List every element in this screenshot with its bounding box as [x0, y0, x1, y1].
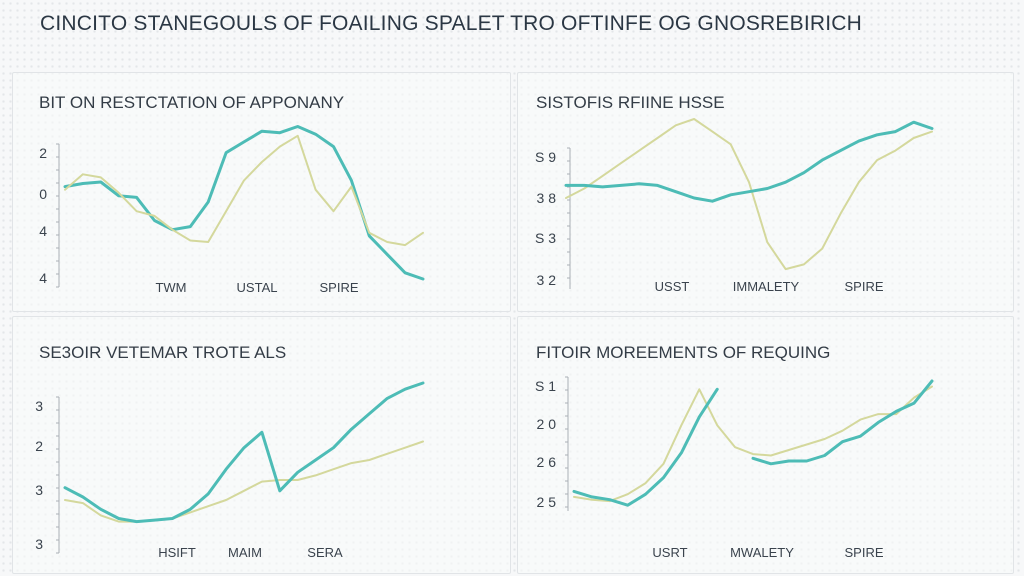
series-line-yellow: [573, 385, 933, 503]
chart-title: SE3OIR VETEMAR TROTE ALS: [39, 343, 287, 362]
line-chart: S 9 3 8 S 3 3 2 USST IMMALETY SPIRE: [535, 118, 934, 294]
y-tick-label: 3: [35, 482, 43, 498]
y-tick-label: 2 6: [537, 454, 557, 470]
y-tick-label: 4: [39, 223, 47, 239]
line-chart: 2 0 4 4 TWM USTAL SPIRE: [39, 125, 425, 295]
series-line-teal: [63, 125, 425, 281]
y-tick-label: 2: [39, 145, 47, 161]
y-tick-label: 3: [35, 536, 43, 552]
y-tick-label: S 3: [535, 230, 556, 246]
series-line-teal: [572, 379, 934, 507]
y-tick-label: 2: [35, 438, 43, 454]
series-line-teal: [63, 381, 425, 524]
x-tick-label: SPIRE: [844, 545, 883, 560]
y-tick-label: S 9: [535, 149, 556, 165]
chart-title: SISTOFIS RFIINE HSSE: [536, 93, 725, 112]
series-line-yellow: [64, 134, 424, 247]
y-tick-label: 2 0: [537, 416, 557, 432]
x-tick-label: IMMALETY: [733, 279, 800, 294]
x-tick-label: SPIRE: [319, 280, 358, 295]
y-tick-label: S 1: [535, 378, 556, 394]
chart-panel-bottom-left: SE3OIR VETEMAR TROTE ALS 3 2 3 3 HSIFT MAIM SE…: [12, 316, 511, 574]
y-tick-label: 2 5: [537, 494, 557, 510]
y-tick-label: 3 2: [537, 272, 557, 288]
x-tick-label: MWALETY: [730, 545, 794, 560]
y-tick-label: 3: [35, 398, 43, 414]
line-chart: 3 2 3 3 HSIFT MAIM SERA: [35, 381, 425, 560]
chart-title: BIT ON RESTCTATION OF APPONANY: [39, 93, 345, 112]
y-tick-label: 0: [39, 186, 47, 202]
chart-title: FITOIR MOREEMENTS OF REQUING: [536, 343, 831, 362]
y-tick-label: 4: [39, 270, 47, 286]
page-title: CINCITO STANEGOULS OF FOAILING SPALET TR…: [40, 12, 863, 35]
x-tick-label: SERA: [307, 545, 343, 560]
line-chart: S 1 2 0 2 6 2 5 USRT MWALETY SPIRE: [535, 376, 934, 560]
x-tick-label: USRT: [652, 545, 687, 560]
chart-panel-top-right: SISTOFIS RFIINE HSSE S 9 3 8 S 3 3 2 USST IMM…: [517, 72, 1014, 312]
series-line-yellow: [565, 118, 933, 271]
series-line-teal: [564, 120, 934, 203]
x-tick-label: USTAL: [237, 280, 278, 295]
x-tick-label: HSIFT: [158, 545, 196, 560]
x-tick-label: TWM: [155, 280, 186, 295]
x-tick-label: MAIM: [228, 545, 262, 560]
y-tick-label: 3 8: [537, 190, 557, 206]
series-line-yellow: [64, 440, 424, 523]
x-tick-label: USST: [655, 279, 690, 294]
x-tick-label: SPIRE: [844, 279, 883, 294]
chart-panel-top-left: BIT ON RESTCTATION OF APPONANY 2 0 4 4 TWM US…: [12, 72, 511, 312]
chart-panel-bottom-right: FITOIR MOREEMENTS OF REQUING S 1 2 0 2 6 2 …: [517, 316, 1014, 574]
